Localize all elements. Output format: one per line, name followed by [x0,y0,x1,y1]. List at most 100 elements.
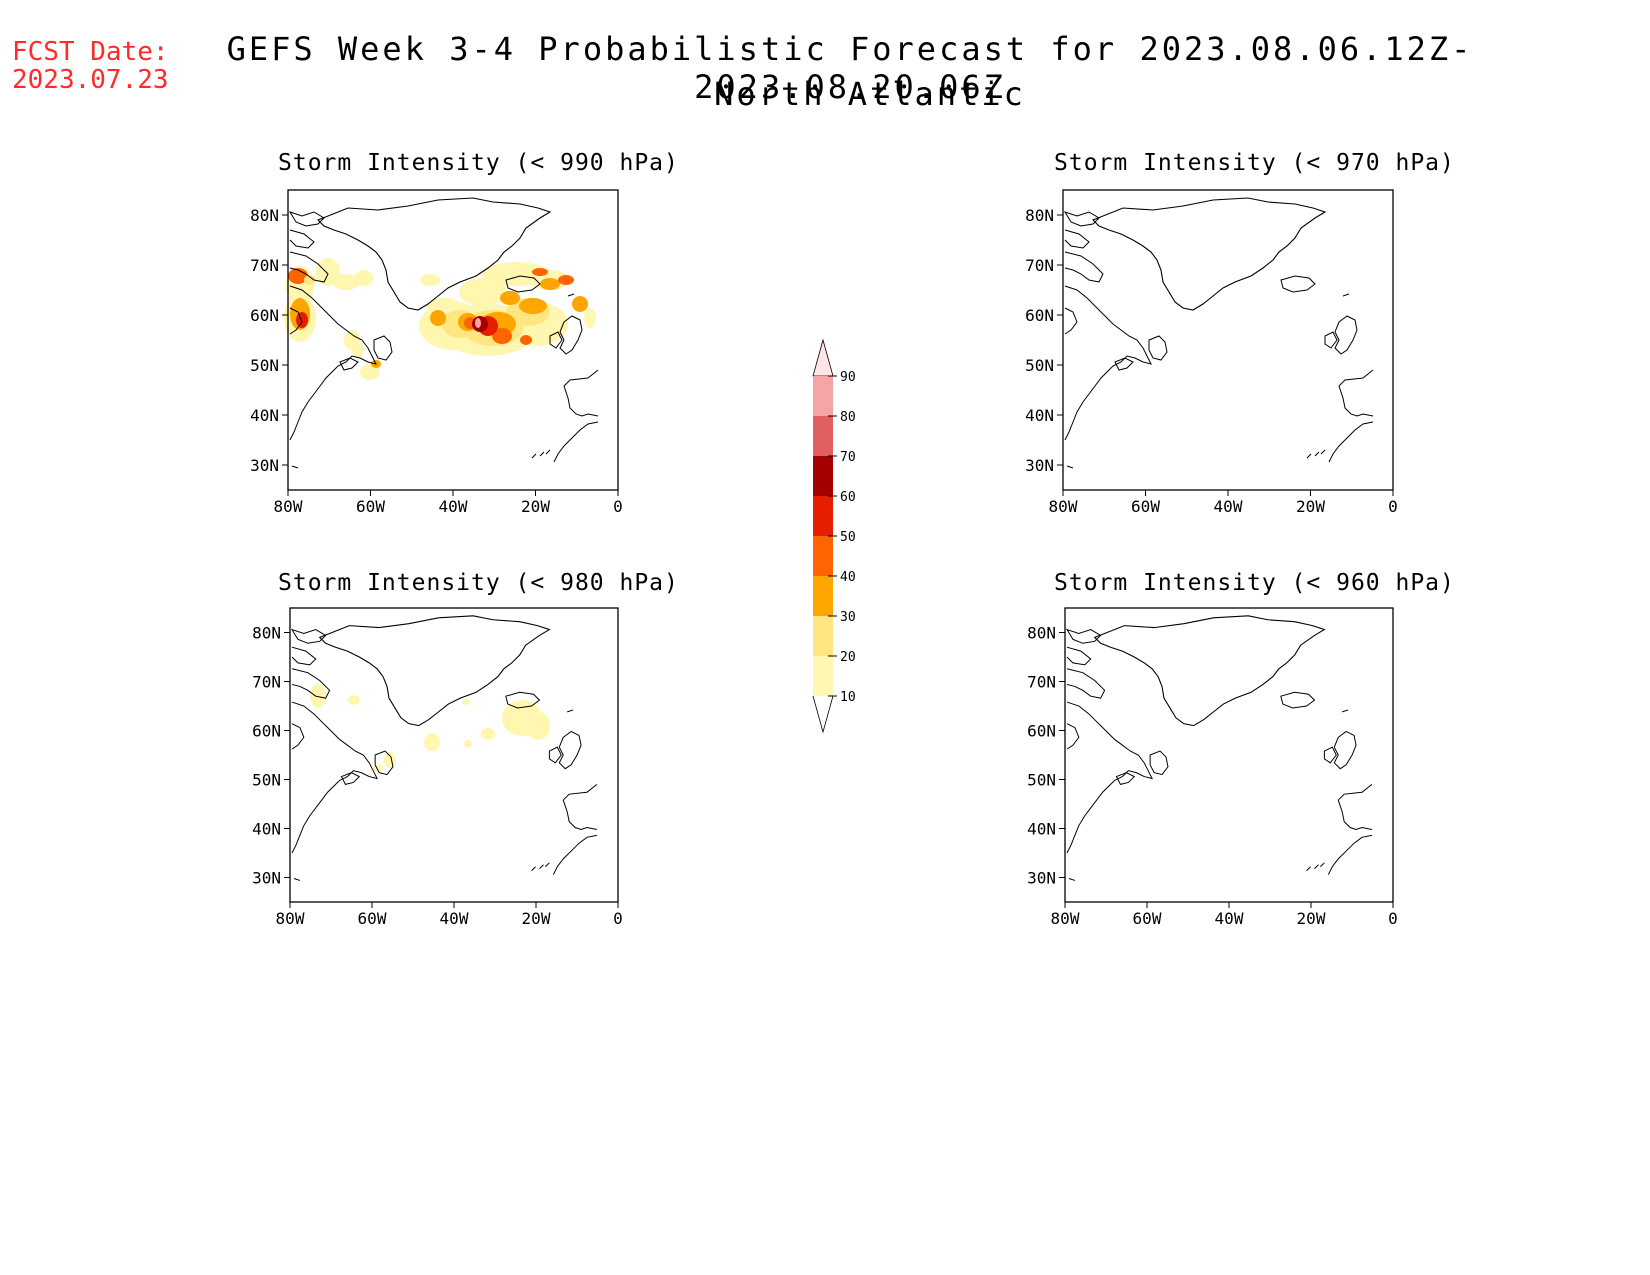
colorbar-label: 50 [840,530,856,545]
colorbar-label: 60 [840,490,856,505]
lon-tick-label: 40W [439,497,468,516]
colorbar-label: 30 [840,610,856,625]
lon-tick-label: 80W [1051,909,1080,928]
lon-tick-label: 20W [1296,497,1325,516]
lon-tick-label: 0 [1388,497,1398,516]
probability-area [540,278,560,290]
panel-title-990: Storm Intensity (< 990 hPa) [278,150,679,176]
lat-tick-label: 30N [1025,456,1054,475]
lat-tick-label: 40N [1025,406,1054,425]
lat-tick-label: 50N [1027,771,1056,790]
colorbar-swatch [813,656,833,696]
probability-area [384,752,396,768]
colorbar-swatch [813,376,833,416]
lon-tick-label: 60W [1133,909,1162,928]
forecast-date: FCST Date: 2023.07.23 [12,38,169,94]
colorbar-label: 80 [840,410,856,425]
lon-tick-label: 40W [1215,909,1244,928]
probability-area [481,728,495,740]
colorbar-swatch [813,576,833,616]
probability-area [464,740,472,748]
panel-title-980: Storm Intensity (< 980 hPa) [278,570,679,596]
lat-tick-label: 70N [250,256,279,275]
coastline-970 [1064,197,1374,469]
frame-960 [1064,607,1394,903]
colorbar-top-cap [812,338,834,377]
forecast-date-value: 2023.07.23 [12,65,169,95]
lat-tick-label: 30N [250,456,279,475]
lon-tick-label: 80W [274,497,303,516]
probability-area [572,296,588,312]
lat-tick-label: 80N [252,624,281,643]
probability-area [304,275,316,285]
panel-title-960: Storm Intensity (< 960 hPa) [1054,570,1455,596]
probability-area [475,318,481,328]
lat-tick-label: 50N [250,356,279,375]
axes-980: 80N 70N 60N 50N 40N 30N 80W 60W 40W 20W 0 [252,624,623,929]
probability-fill-990 [284,258,596,380]
lon-tick-label: 0 [1388,909,1398,928]
lon-tick-label: 20W [521,497,550,516]
probability-area [532,268,548,276]
frame-970 [1062,189,1394,491]
axes-960: 80N 70N 60N 50N 40N 30N 80W 60W 40W 20W 0 [1027,624,1398,929]
probability-area [492,328,512,344]
lat-tick-label: 80N [250,206,279,225]
lon-tick-label: 40W [1214,497,1243,516]
colorbar-label: 10 [840,690,856,705]
probability-area [352,342,364,358]
lat-tick-label: 50N [1025,356,1054,375]
coastline-980 [291,615,598,881]
axes-970: 80N 70N 60N 50N 40N 30N 80W 60W 40W 20W 0 [1025,206,1398,516]
probability-area [420,274,440,286]
region-subtitle: North Atlantic [714,75,1026,113]
lon-tick-label: 60W [1131,497,1160,516]
map-panel-960: 80N 70N 60N 50N 40N 30N 80W 60W 40W 20W 0 [1027,607,1398,929]
colorbar-label: 70 [840,450,856,465]
map-panel-980: 80N 70N 60N 50N 40N 30N 80W 60W 40W 20W 0 [252,607,623,929]
probability-area [558,275,574,285]
lon-tick-label: 60W [356,497,385,516]
lon-tick-label: 20W [522,909,551,928]
probability-area [459,278,507,306]
coastline-960 [1066,615,1373,881]
colorbar-label: 40 [840,570,856,585]
lat-tick-label: 40N [250,406,279,425]
map-panel-990: 80N 70N 60N 50N 40N 30N 80W 60W 40W 20W 0 [250,189,623,516]
probability-area [332,274,360,290]
forecast-date-label: FCST Date: [12,37,169,67]
colorbar: 90 80 70 60 50 40 30 20 10 [812,338,856,734]
lon-tick-label: 60W [358,909,387,928]
lat-tick-label: 80N [1027,624,1056,643]
frame-980 [289,607,619,903]
probability-fill-980 [310,684,550,772]
lon-tick-label: 80W [1049,497,1078,516]
colorbar-swatch [813,536,833,576]
colorbar-swatch [813,496,833,536]
lat-tick-label: 60N [252,722,281,741]
probability-area [360,364,380,380]
colorbar-swatch [813,616,833,656]
probability-area [354,270,374,286]
probability-area [424,733,440,751]
map-panel-970: 80N 70N 60N 50N 40N 30N 80W 60W 40W 20W 0 [1025,189,1398,516]
lon-tick-label: 80W [276,909,305,928]
lat-tick-label: 40N [252,820,281,839]
probability-area [462,699,470,705]
probability-area [500,291,520,305]
lon-tick-label: 40W [440,909,469,928]
probability-area [519,298,547,314]
probability-area [584,308,596,328]
colorbar-label: 90 [840,370,856,385]
lat-tick-label: 60N [1025,306,1054,325]
lon-tick-label: 0 [613,497,623,516]
axes-990: 80N 70N 60N 50N 40N 30N 80W 60W 40W 20W 0 [250,206,623,516]
lat-tick-label: 70N [1027,673,1056,692]
lat-tick-label: 30N [252,869,281,888]
lat-tick-label: 80N [1025,206,1054,225]
probability-area [520,335,532,345]
lat-tick-label: 40N [1027,820,1056,839]
probability-area [526,712,550,740]
lat-tick-label: 70N [252,673,281,692]
